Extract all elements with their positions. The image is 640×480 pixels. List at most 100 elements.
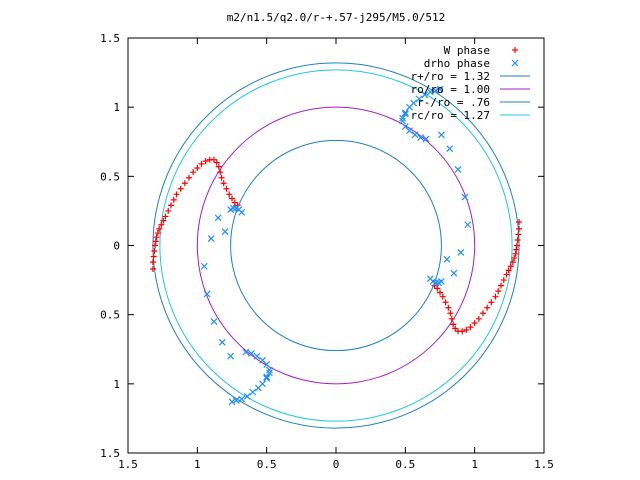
w-phase-point: [210, 156, 217, 163]
drho-phase-point: [421, 91, 429, 99]
w-phase-point: [223, 185, 230, 192]
y-tick-label: 1: [113, 378, 120, 391]
reference-circles: [152, 62, 520, 429]
drho-phase-point: [214, 214, 222, 222]
x-tick-label: 0: [333, 458, 340, 471]
drho-phase-point: [411, 131, 419, 139]
drho-phase-point: [232, 397, 240, 404]
drho-phase-point: [437, 278, 445, 285]
drho-phase-point: [464, 221, 472, 229]
w-phase-point: [170, 196, 177, 203]
w-phase-point: [434, 285, 441, 292]
drho-phase-point: [227, 352, 235, 360]
drho-phase-point: [446, 145, 454, 153]
drho-phase-point: [399, 114, 406, 122]
w-phase-point: [173, 191, 180, 198]
w-phase-point: [500, 277, 507, 284]
w-phase-point: [217, 169, 224, 176]
drho-phase-point: [249, 388, 257, 396]
w-phase-point: [231, 199, 238, 206]
w-phase-point: [455, 328, 462, 335]
drho-phase-point: [232, 204, 240, 212]
w-phase-point: [202, 158, 209, 165]
w-phase-point: [218, 174, 225, 181]
drho-phase-point: [432, 87, 440, 94]
w-phase-point: [507, 263, 514, 270]
drho-phase-point: [253, 352, 261, 360]
w-phase-point: [495, 288, 502, 295]
w-phase-point: [509, 259, 516, 266]
series-group: [200, 85, 472, 406]
w-phase-point: [150, 253, 157, 260]
drho-phase-point: [227, 206, 235, 213]
x-tick-label: 0.5: [257, 458, 277, 471]
drho-phase-point: [228, 398, 236, 406]
w-phase-point: [516, 218, 523, 225]
w-phase-point: [149, 259, 156, 266]
circle-line: [230, 139, 442, 352]
drho-phase-point: [263, 374, 271, 382]
w-phase-point: [226, 191, 233, 198]
drho-phase-point: [254, 384, 262, 392]
w-phase-point: [492, 293, 499, 300]
legend-label: W phase: [444, 44, 490, 57]
w-phase-point: [215, 163, 222, 170]
drho-phase-point: [461, 193, 469, 201]
w-phase-point: [156, 225, 163, 232]
w-phase-point: [152, 242, 159, 249]
w-phase-point: [505, 267, 512, 274]
w-phase-point: [503, 271, 510, 278]
w-phase-point: [471, 319, 478, 326]
drho-phase-point: [401, 109, 409, 117]
w-phase-point: [190, 169, 197, 176]
w-phase-point: [513, 246, 520, 253]
drho-phase-point: [247, 349, 255, 357]
w-phase-point: [442, 299, 449, 306]
drho-phase-point: [221, 228, 229, 236]
y-tick-label: 1.5: [100, 447, 120, 460]
drho-phase-point: [450, 269, 458, 277]
legend-label: rc/ro = 1.27: [411, 109, 490, 122]
drho-phase-point: [218, 338, 226, 346]
w-phase-point: [437, 289, 443, 296]
drho-phase-point: [436, 85, 444, 93]
w-phase-point: [439, 293, 446, 300]
w-phase-point: [229, 195, 235, 202]
y-tick-label: 0.5: [100, 309, 120, 322]
w-phase-point: [186, 174, 193, 181]
axis-ticks: 1.5 1 0.5 0 0.5 1 1.51.510.500.511.5: [100, 32, 554, 471]
data-series: [149, 85, 523, 406]
w-phase-point: [479, 310, 486, 317]
w-phase-point: [488, 299, 495, 306]
drho-phase-point: [422, 135, 430, 143]
w-phase-point: [158, 221, 165, 228]
w-phase-point: [450, 321, 457, 328]
w-phase-point: [151, 248, 158, 255]
drho-phase-point: [203, 290, 211, 298]
circle-line: [159, 69, 513, 422]
y-tick-label: 1.5: [100, 32, 120, 45]
w-phase-point: [515, 231, 522, 238]
drho-phase-point: [410, 99, 418, 107]
y-tick-label: 0: [113, 240, 120, 253]
w-phase-point: [447, 310, 454, 317]
drho-phase-point: [443, 255, 451, 263]
drho-phase-point: [242, 348, 250, 356]
w-phase-point: [498, 282, 505, 289]
drho-phase-point: [266, 369, 273, 377]
w-phase-point: [198, 160, 205, 167]
w-phase-point: [452, 325, 459, 332]
w-phase-point: [153, 234, 160, 241]
w-phase-point: [467, 324, 474, 331]
w-phase-point: [445, 304, 452, 311]
x-tick-label: 1: [471, 458, 478, 471]
y-tick-label: 1: [113, 101, 120, 114]
w-phase-point: [511, 254, 518, 261]
drho-phase-point: [401, 110, 409, 118]
w-phase-point: [475, 315, 482, 322]
w-phase-point: [154, 230, 161, 237]
w-phase-point: [162, 213, 169, 220]
w-phase-point: [448, 315, 455, 322]
w-phase-point: [149, 266, 156, 273]
drho-phase-point: [210, 318, 218, 326]
